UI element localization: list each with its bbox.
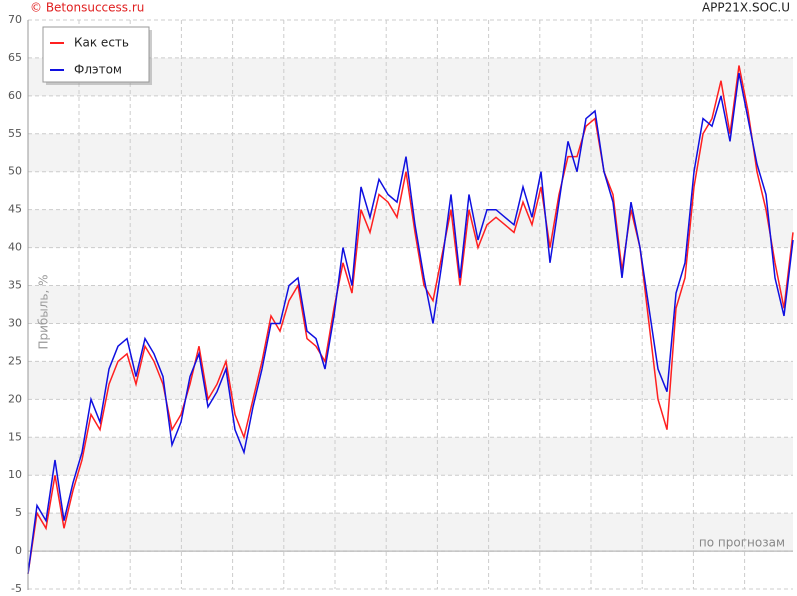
y-axis-label: Прибыль, % xyxy=(37,274,51,349)
legend: Как есть Флэтом xyxy=(42,26,152,85)
grid-band xyxy=(28,361,793,400)
chart-title: APP21X.SOC.U xyxy=(702,1,790,15)
grid-band xyxy=(28,209,793,248)
y-tick-label: 25 xyxy=(8,354,22,367)
source: © Betonsuccess.ru xyxy=(30,1,144,15)
y-tick-label: 5 xyxy=(15,506,22,519)
series-line xyxy=(27,65,794,574)
y-tick-label: 10 xyxy=(8,468,22,481)
y-tick-label: -5 xyxy=(11,582,22,595)
bands xyxy=(28,57,793,552)
grid-band xyxy=(28,513,793,552)
y-tick-label: 65 xyxy=(8,51,22,64)
legend-label: Флэтом xyxy=(74,63,122,77)
y-tick-label: 45 xyxy=(8,203,22,216)
grid xyxy=(28,19,793,590)
grid-band xyxy=(28,437,793,476)
y-tick-label: 20 xyxy=(8,392,22,405)
grid-band xyxy=(28,285,793,324)
y-tick-label: 0 xyxy=(15,544,22,557)
y-tick-label: 15 xyxy=(8,430,22,443)
annotation: по прогнозам xyxy=(699,536,785,550)
legend-label: Как есть xyxy=(74,36,129,50)
lines xyxy=(27,65,794,574)
y-tick-label: 40 xyxy=(8,241,22,254)
y-tick-label: 70 xyxy=(8,13,22,26)
y-tick-label: 30 xyxy=(8,316,22,329)
grid-band xyxy=(28,57,793,96)
y-tick-label: 55 xyxy=(8,127,22,140)
grid-band xyxy=(28,133,793,172)
y-tick-label: 60 xyxy=(8,89,22,102)
y-tick-label: 35 xyxy=(8,279,22,292)
y-tick-label: 50 xyxy=(8,165,22,178)
series-line xyxy=(27,72,794,574)
legend-box xyxy=(42,26,150,83)
